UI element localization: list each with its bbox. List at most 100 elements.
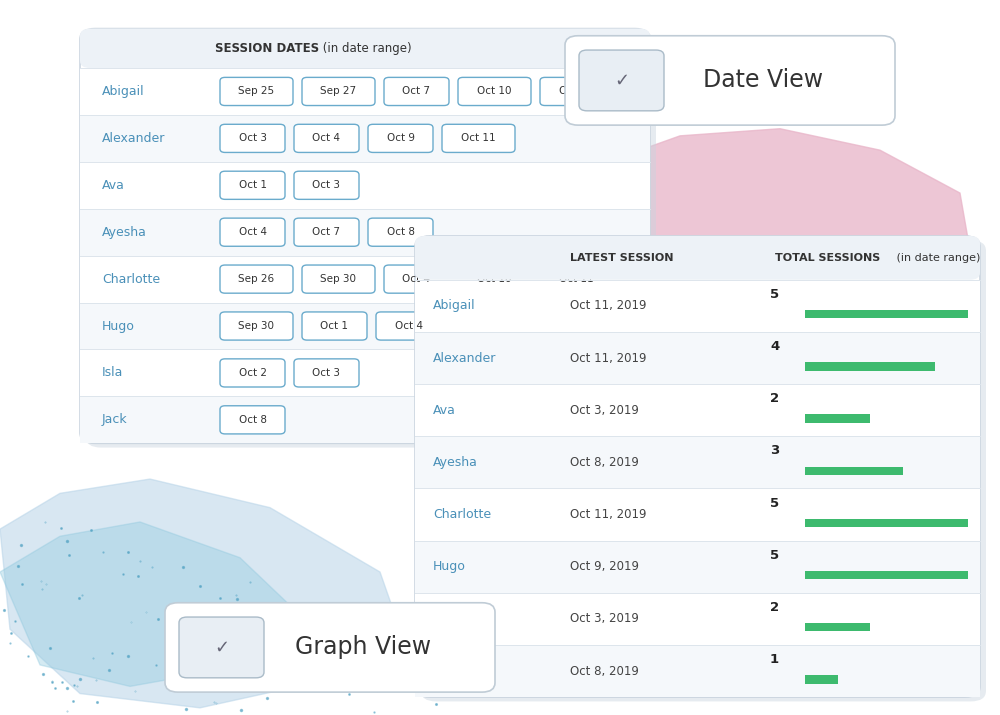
Text: Oct 4: Oct 4 [239,227,267,237]
Text: Isla: Isla [102,366,123,380]
Text: Oct 3: Oct 3 [312,368,340,378]
FancyBboxPatch shape [579,50,664,111]
Bar [805,675,838,684]
FancyBboxPatch shape [384,77,449,106]
Text: Alexander: Alexander [433,352,496,365]
Text: Oct 11: Oct 11 [461,134,496,144]
Text: (in date range): (in date range) [319,41,412,55]
Text: 2: 2 [770,393,779,405]
Bar [805,415,870,423]
FancyBboxPatch shape [302,77,375,106]
Text: Oct 10: Oct 10 [477,274,512,284]
Text: TOTAL SESSIONS: TOTAL SESSIONS [775,253,880,263]
Text: Oct 7: Oct 7 [402,87,430,97]
Bar [805,518,968,527]
Bar [805,571,968,579]
Text: 5: 5 [770,496,779,510]
Text: Oct 11, 2019: Oct 11, 2019 [570,300,646,312]
Text: Ava: Ava [433,404,456,417]
Bar [80,115,650,162]
Text: Jack: Jack [102,413,128,426]
Text: Oct 8, 2019: Oct 8, 2019 [570,664,639,678]
Bar [415,384,980,436]
Text: Ava: Ava [102,179,125,192]
FancyBboxPatch shape [302,312,367,340]
Text: Abigail: Abigail [102,85,145,98]
Bar [80,350,650,396]
Text: Hugo: Hugo [433,560,466,573]
Text: Alexander: Alexander [102,132,165,145]
FancyBboxPatch shape [376,312,441,340]
Text: Oct 7: Oct 7 [312,227,340,237]
Text: Oct 4: Oct 4 [312,134,340,144]
Text: Sep 26: Sep 26 [238,274,275,284]
FancyBboxPatch shape [565,36,895,125]
Text: 5: 5 [770,288,779,301]
Text: Oct 2: Oct 2 [239,368,267,378]
FancyBboxPatch shape [294,171,359,199]
Text: Oct 9, 2019: Oct 9, 2019 [570,560,639,573]
FancyBboxPatch shape [294,124,359,152]
Text: Oct 3: Oct 3 [312,180,340,190]
Text: Oct 8, 2019: Oct 8, 2019 [570,456,639,469]
Text: Jack: Jack [433,664,459,678]
Bar [415,541,980,593]
Text: Oct 11, 2019: Oct 11, 2019 [570,352,646,365]
Text: 5: 5 [770,548,779,562]
FancyBboxPatch shape [368,218,433,246]
Text: Date View: Date View [703,69,823,92]
FancyBboxPatch shape [220,406,285,434]
Text: 2: 2 [770,601,779,614]
FancyBboxPatch shape [80,29,650,68]
Text: Oct 11: Oct 11 [559,274,594,284]
Bar [80,302,650,350]
Text: Oct 3, 2019: Oct 3, 2019 [570,612,639,626]
FancyBboxPatch shape [540,77,613,106]
FancyBboxPatch shape [220,124,285,152]
Text: Oct 1: Oct 1 [320,321,349,331]
Text: SESSION DATES: SESSION DATES [215,41,319,55]
Text: 3: 3 [770,445,779,458]
FancyBboxPatch shape [179,617,264,678]
Bar [415,593,980,645]
Bar [80,256,650,302]
Text: ✓: ✓ [614,72,629,89]
Text: Isla: Isla [433,612,454,626]
Bar [805,623,870,631]
FancyBboxPatch shape [165,603,495,692]
FancyBboxPatch shape [294,359,359,387]
Text: Oct 11, 2019: Oct 11, 2019 [570,508,646,521]
Text: Oct 8: Oct 8 [387,227,415,237]
Text: 1: 1 [770,653,779,666]
Bar [415,280,980,332]
FancyBboxPatch shape [294,218,359,246]
FancyBboxPatch shape [384,265,449,293]
FancyBboxPatch shape [80,29,650,443]
Bar [80,68,650,115]
Text: Ayesha: Ayesha [433,456,478,469]
FancyBboxPatch shape [458,77,531,106]
FancyBboxPatch shape [220,312,293,340]
FancyBboxPatch shape [415,236,980,697]
Text: 4: 4 [770,340,779,353]
Bar [80,162,650,209]
FancyBboxPatch shape [458,265,531,293]
Text: Oct 3: Oct 3 [239,134,267,144]
Text: Abigail: Abigail [433,300,476,312]
FancyBboxPatch shape [220,359,285,387]
Polygon shape [530,129,970,307]
FancyBboxPatch shape [368,124,433,152]
FancyBboxPatch shape [421,240,986,701]
Text: ✓: ✓ [214,638,229,656]
Bar [805,363,935,370]
Bar [415,645,980,697]
Text: Oct 10: Oct 10 [477,87,512,97]
Bar [80,209,650,256]
Bar [415,332,980,384]
Text: Oct 1: Oct 1 [239,180,267,190]
Text: Oct 3, 2019: Oct 3, 2019 [570,404,639,417]
Text: (in date range): (in date range) [893,253,980,263]
FancyBboxPatch shape [220,218,285,246]
FancyBboxPatch shape [220,171,285,199]
Text: Graph View: Graph View [295,636,431,659]
